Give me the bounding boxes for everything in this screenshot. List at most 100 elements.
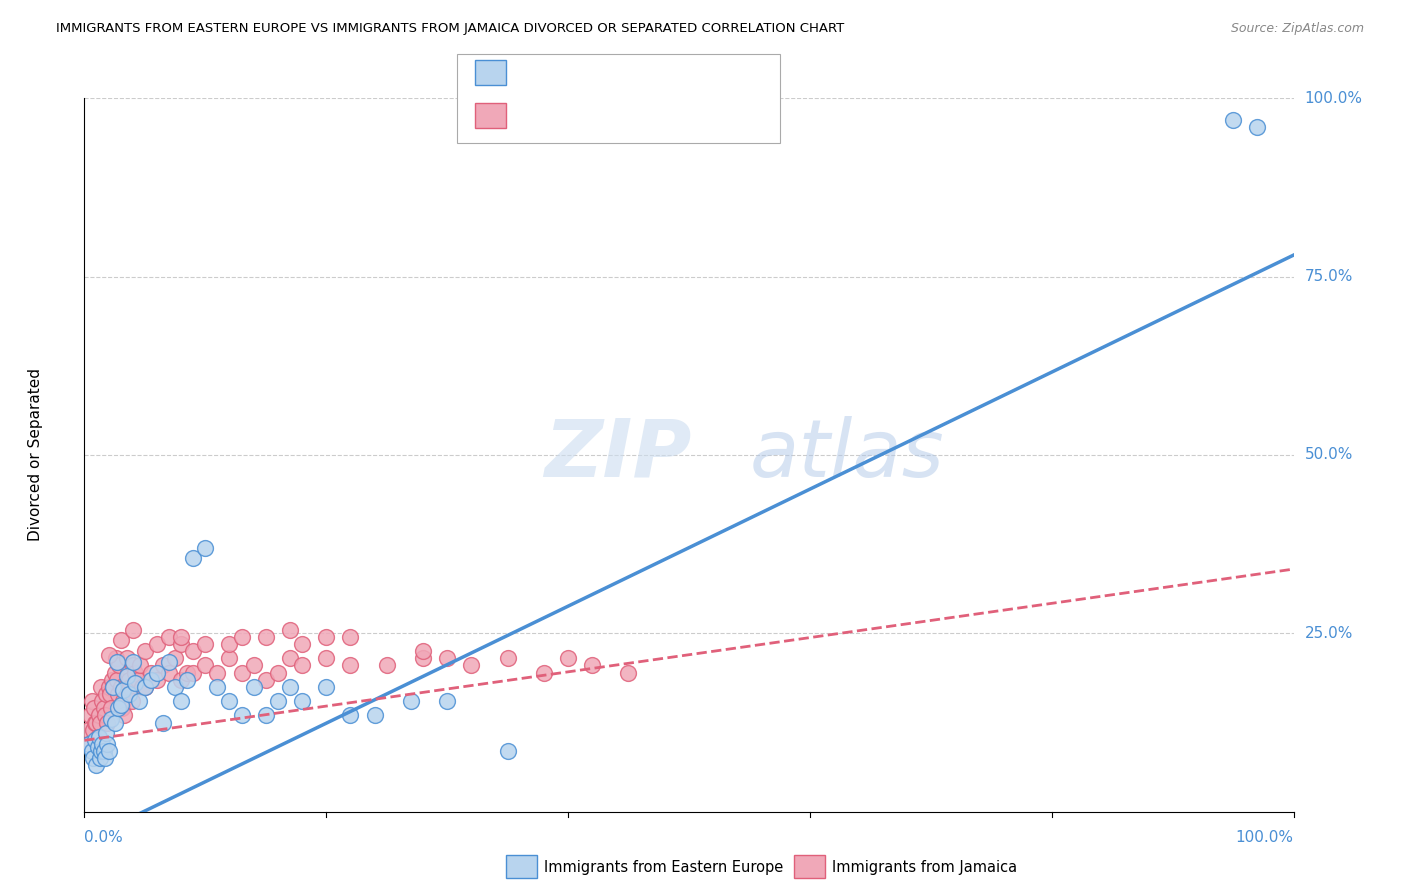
Point xyxy=(176,673,198,687)
Text: IMMIGRANTS FROM EASTERN EUROPE VS IMMIGRANTS FROM JAMAICA DIVORCED OR SEPARATED : IMMIGRANTS FROM EASTERN EUROPE VS IMMIGR… xyxy=(56,22,845,36)
Point xyxy=(79,708,101,723)
Point xyxy=(121,694,143,708)
Point xyxy=(129,658,152,673)
Point xyxy=(110,680,132,694)
Point xyxy=(496,651,519,665)
Point xyxy=(82,751,104,765)
Text: N = 53: N = 53 xyxy=(647,63,709,81)
Point xyxy=(93,701,115,715)
Point xyxy=(97,680,120,694)
Point xyxy=(86,740,108,755)
Text: 50.0%: 50.0% xyxy=(1305,448,1353,462)
Point xyxy=(181,551,204,566)
Point xyxy=(134,680,156,694)
Point xyxy=(131,680,153,694)
Point xyxy=(104,651,127,665)
Text: Divorced or Separated: Divorced or Separated xyxy=(28,368,44,541)
Point xyxy=(104,715,127,730)
Point xyxy=(124,676,146,690)
Point xyxy=(146,665,169,680)
Point xyxy=(107,701,129,715)
Point xyxy=(94,751,117,765)
Text: 75.0%: 75.0% xyxy=(1305,269,1353,284)
Point xyxy=(121,623,143,637)
Point xyxy=(86,715,108,730)
Point xyxy=(170,673,193,687)
Point xyxy=(617,665,640,680)
Point xyxy=(97,744,120,758)
Point xyxy=(86,758,108,772)
Text: Source: ZipAtlas.com: Source: ZipAtlas.com xyxy=(1230,22,1364,36)
Point xyxy=(91,694,114,708)
Point xyxy=(291,658,314,673)
Text: atlas: atlas xyxy=(749,416,945,494)
Point xyxy=(146,637,169,651)
Point xyxy=(114,680,136,694)
Point xyxy=(105,673,128,687)
Text: 100.0%: 100.0% xyxy=(1305,91,1362,105)
Text: Immigrants from Jamaica: Immigrants from Jamaica xyxy=(832,860,1018,874)
Point xyxy=(82,723,104,737)
Point xyxy=(231,665,253,680)
Point xyxy=(139,665,162,680)
Text: ZIP: ZIP xyxy=(544,416,692,494)
Point xyxy=(107,687,129,701)
Point xyxy=(90,680,112,694)
Point xyxy=(103,680,125,694)
Point xyxy=(152,658,174,673)
Point xyxy=(84,733,107,747)
Point xyxy=(399,694,422,708)
Point xyxy=(181,644,204,658)
Point xyxy=(242,658,264,673)
Point xyxy=(194,541,217,555)
Point xyxy=(278,651,301,665)
Point xyxy=(412,644,434,658)
Point xyxy=(97,648,120,662)
Point xyxy=(80,744,103,758)
Point xyxy=(170,630,193,644)
Point xyxy=(339,708,361,723)
Point xyxy=(112,683,135,698)
Point xyxy=(291,694,314,708)
Point xyxy=(127,673,149,687)
Text: N = 89: N = 89 xyxy=(647,106,709,124)
Point xyxy=(94,708,117,723)
Point xyxy=(254,673,277,687)
Point xyxy=(339,630,361,644)
Point xyxy=(94,726,117,740)
Text: Immigrants from Eastern Europe: Immigrants from Eastern Europe xyxy=(544,860,783,874)
Point xyxy=(278,680,301,694)
Point xyxy=(218,694,240,708)
Point xyxy=(94,687,117,701)
Point xyxy=(496,744,519,758)
Point xyxy=(93,744,115,758)
Point xyxy=(460,658,482,673)
Point xyxy=(581,658,603,673)
Point xyxy=(218,651,240,665)
Point xyxy=(115,651,138,665)
Point xyxy=(242,680,264,694)
Point xyxy=(96,715,118,730)
Point xyxy=(100,701,122,715)
Point xyxy=(375,658,398,673)
Point xyxy=(194,637,217,651)
Point xyxy=(436,651,458,665)
Point xyxy=(278,623,301,637)
Point xyxy=(89,715,111,730)
Point xyxy=(87,708,110,723)
Point xyxy=(254,630,277,644)
Point xyxy=(90,744,112,758)
Point xyxy=(207,665,229,680)
Point xyxy=(339,658,361,673)
Point xyxy=(110,633,132,648)
Point xyxy=(170,694,193,708)
Point xyxy=(118,687,141,701)
Point xyxy=(157,665,180,680)
Point xyxy=(194,658,217,673)
Point xyxy=(291,637,314,651)
Point xyxy=(363,708,385,723)
Point xyxy=(83,701,105,715)
Point xyxy=(77,723,100,737)
Point xyxy=(108,658,131,673)
Point xyxy=(146,673,169,687)
